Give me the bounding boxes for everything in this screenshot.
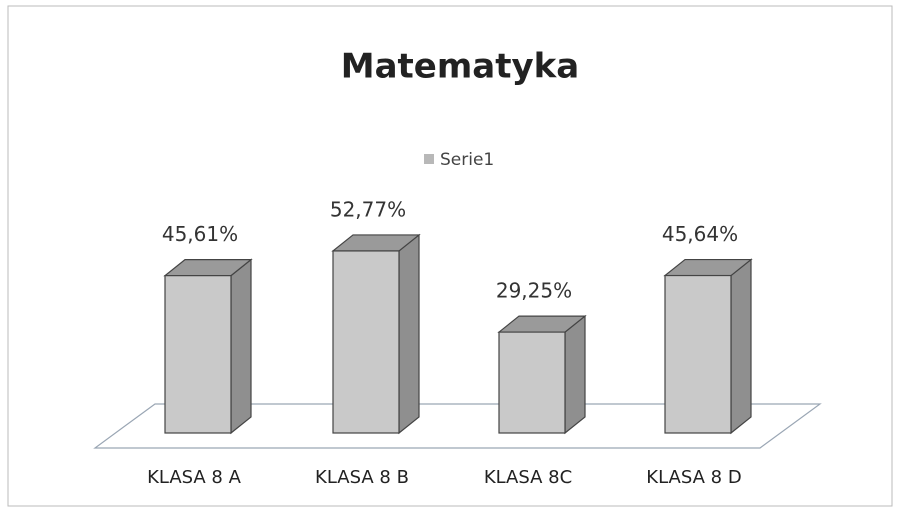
x-tick-label: KLASA 8 D — [646, 467, 741, 488]
legend-swatch — [424, 154, 434, 164]
bar — [163, 258, 253, 435]
x-tick-label: KLASA 8C — [484, 467, 572, 488]
x-tick-label: KLASA 8 B — [315, 467, 409, 488]
bar-front — [332, 250, 400, 434]
chart-title: Matematyka — [341, 47, 579, 87]
bar-front — [164, 275, 232, 434]
x-tick-label: KLASA 8 A — [147, 467, 242, 488]
bar-side — [230, 258, 252, 435]
floor — [93, 403, 822, 449]
bar — [663, 258, 753, 435]
bar-front — [664, 274, 732, 434]
bar-side — [564, 314, 586, 435]
bar-front — [498, 331, 566, 434]
data-label: 45,61% — [162, 222, 238, 246]
data-label: 45,64% — [662, 222, 738, 246]
data-label: 52,77% — [330, 197, 406, 221]
bar-side — [730, 258, 752, 435]
bar-side — [398, 233, 420, 435]
legend-label: Serie1 — [440, 150, 494, 170]
data-label: 29,25% — [496, 279, 572, 303]
bar — [331, 233, 421, 435]
bar — [497, 314, 587, 435]
